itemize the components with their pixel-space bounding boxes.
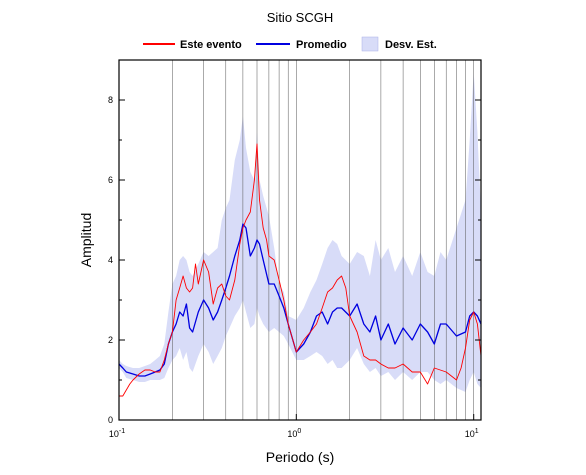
legend-swatch-desv-est xyxy=(361,36,379,52)
x-tick-label: 10-1 xyxy=(109,428,125,439)
series-line-promedio xyxy=(119,223,481,377)
y-tick-label: 6 xyxy=(108,175,113,185)
legend-label-promedio: Promedio xyxy=(296,39,347,51)
y-tick-label: 2 xyxy=(108,335,113,345)
y-tick-label: 4 xyxy=(108,255,113,265)
vertical-grid xyxy=(172,60,474,420)
x-axis-title: Periodo (s) xyxy=(266,449,334,465)
axis-ticks: 0 2 4 6 8 10-1 100 101 xyxy=(108,95,481,439)
y-axis-title: Amplitud xyxy=(78,213,94,267)
y-tick-label: 8 xyxy=(108,95,113,105)
chart-title: Sitio SCGH xyxy=(267,10,333,25)
legend: Este evento Promedio Desv. Est. xyxy=(143,36,437,52)
plot-frame xyxy=(118,59,482,421)
x-tick-label: 100 xyxy=(287,428,301,439)
series-lines xyxy=(119,143,481,397)
std-dev-band xyxy=(119,72,481,392)
std-dev-band-layer xyxy=(119,72,481,392)
x-tick-label: 101 xyxy=(465,428,479,439)
y-tick-label: 0 xyxy=(108,415,113,425)
legend-label-este-evento: Este evento xyxy=(180,39,242,51)
series-line-este-evento xyxy=(119,143,481,397)
legend-label-desv-est: Desv. Est. xyxy=(385,39,437,51)
